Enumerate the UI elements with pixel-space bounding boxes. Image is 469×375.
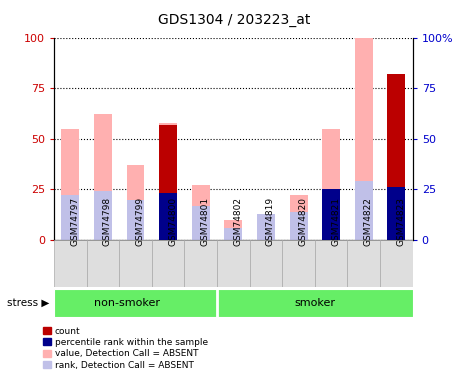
Bar	[289, 195, 308, 240]
Text: GDS1304 / 203223_at: GDS1304 / 203223_at	[159, 13, 310, 27]
Bar	[184, 240, 217, 287]
Bar	[355, 38, 373, 240]
Bar	[322, 129, 340, 240]
Bar	[61, 129, 79, 240]
Bar	[159, 124, 177, 240]
Bar	[152, 240, 184, 287]
Bar	[192, 185, 210, 240]
Text: GSM74797: GSM74797	[70, 196, 79, 246]
Bar	[257, 214, 275, 240]
Bar	[348, 240, 380, 287]
Bar	[250, 240, 282, 287]
Bar	[289, 211, 308, 240]
Text: GSM74801: GSM74801	[201, 196, 210, 246]
Bar	[380, 240, 413, 287]
Bar	[127, 165, 144, 240]
Bar	[61, 195, 79, 240]
Bar	[387, 188, 405, 240]
Text: GSM74800: GSM74800	[168, 196, 177, 246]
Bar	[387, 74, 405, 240]
Bar	[119, 240, 152, 287]
Text: GSM74820: GSM74820	[299, 196, 308, 246]
Text: GSM74821: GSM74821	[331, 196, 340, 246]
Bar	[54, 240, 87, 287]
Bar	[94, 191, 112, 240]
Bar	[224, 220, 242, 240]
Bar	[257, 214, 275, 240]
Bar	[315, 240, 348, 287]
Bar	[94, 114, 112, 240]
Text: GSM74819: GSM74819	[266, 196, 275, 246]
Text: GSM74798: GSM74798	[103, 196, 112, 246]
Text: stress ▶: stress ▶	[7, 298, 49, 308]
Bar	[224, 228, 242, 240]
Text: GSM74822: GSM74822	[364, 197, 373, 246]
Legend: count, percentile rank within the sample, value, Detection Call = ABSENT, rank, : count, percentile rank within the sample…	[42, 326, 209, 370]
Bar	[282, 240, 315, 287]
Bar	[322, 189, 340, 240]
Text: smoker: smoker	[295, 298, 335, 308]
Bar	[217, 289, 413, 317]
Text: GSM74823: GSM74823	[396, 196, 405, 246]
Bar	[387, 188, 405, 240]
Bar	[127, 200, 144, 240]
Text: GSM74799: GSM74799	[136, 196, 144, 246]
Bar	[87, 240, 119, 287]
Bar	[54, 289, 217, 317]
Bar	[192, 206, 210, 240]
Bar	[159, 123, 177, 240]
Bar	[159, 194, 177, 240]
Bar	[355, 181, 373, 240]
Text: non-smoker: non-smoker	[94, 298, 160, 308]
Text: GSM74802: GSM74802	[233, 196, 242, 246]
Bar	[217, 240, 250, 287]
